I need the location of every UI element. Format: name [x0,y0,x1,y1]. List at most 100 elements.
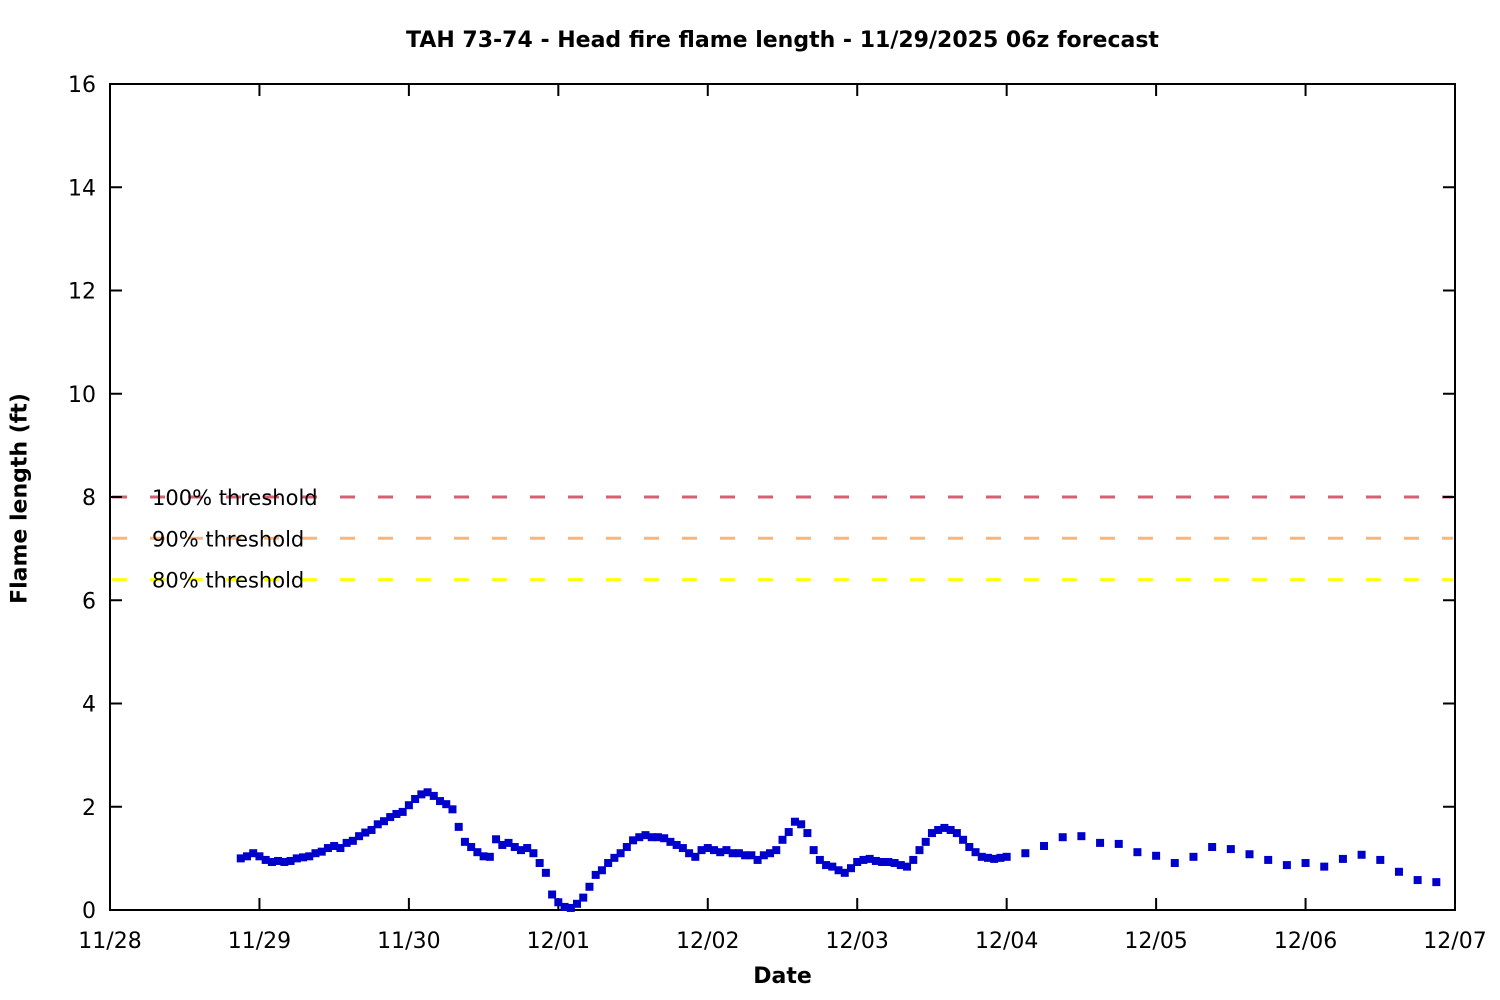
data-point [828,862,837,871]
x-tick-label: 12/01 [527,929,590,954]
data-point [1245,850,1254,859]
data-point [423,788,432,797]
data-point [473,848,482,857]
data-point [846,864,855,873]
data-point [236,854,245,863]
data-point [448,805,457,814]
data-point [815,855,824,864]
data-point [305,852,314,861]
data-point [436,797,445,806]
data-point [1133,848,1142,857]
data-point [1226,845,1235,854]
data-point [242,852,251,861]
data-point [1021,849,1030,858]
data-point [747,851,756,860]
data-point [323,844,332,853]
x-tick-label: 12/06 [1274,929,1337,954]
data-point [516,846,525,855]
data-point [647,833,656,842]
data-point [784,828,793,837]
data-point [392,809,401,818]
data-point [579,893,588,902]
y-tick-label: 12 [68,280,96,305]
data-point [797,820,806,829]
data-point [367,825,376,834]
data-point [548,890,557,899]
data-point [983,853,992,862]
data-point [510,843,519,852]
y-tick-label: 2 [82,796,96,821]
y-tick-label: 4 [82,693,96,718]
data-point [1320,862,1329,871]
data-point [249,849,258,858]
data-point [753,855,762,864]
data-point [1040,841,1049,850]
data-point [398,807,407,816]
data-point [840,868,849,877]
data-point [952,829,961,838]
data-point [653,833,662,842]
data-point [1077,832,1086,841]
data-point [660,834,669,843]
threshold-label: 100% threshold [152,486,318,510]
data-point [809,846,818,855]
data-point [379,817,388,826]
data-point [479,852,488,861]
y-tick-label: 10 [68,383,96,408]
data-point [274,856,283,865]
x-tick-label: 12/02 [676,929,739,954]
data-point [560,902,569,911]
data-point [261,855,270,864]
x-tick-label: 11/29 [228,929,291,954]
data-point [629,836,638,845]
data-point [492,835,501,844]
data-point [927,829,936,838]
x-tick-label: 12/04 [975,929,1038,954]
data-point [348,836,357,845]
data-point [342,838,351,847]
data-point [504,838,513,847]
data-point [267,857,276,866]
data-point [566,903,575,912]
data-point [255,852,264,861]
data-point [710,846,719,855]
data-point [610,853,619,862]
data-point [529,849,538,858]
x-tick-label: 12/05 [1124,929,1187,954]
data-point [859,855,868,864]
data-point [734,849,743,858]
data-point [386,813,395,822]
data-point [959,835,968,844]
data-point [1376,855,1385,864]
data-point [722,846,731,855]
data-point [573,899,582,908]
y-tick-label: 8 [82,486,96,511]
y-tick-label: 0 [82,899,96,924]
data-point [616,849,625,858]
data-point [417,790,426,799]
data-point [361,828,370,837]
data-point [940,823,949,832]
data-point [330,841,339,850]
data-point [535,859,544,868]
data-point [921,837,930,846]
data-point [317,847,326,856]
data-point [1413,876,1422,885]
data-point [996,853,1005,862]
data-point [373,820,382,829]
data-point [678,844,687,853]
data-point [411,795,420,804]
y-tick-label: 6 [82,589,96,614]
data-point [691,852,700,861]
data-point [442,800,451,809]
data-point [766,849,775,858]
data-point [685,849,694,858]
data-point [311,849,320,858]
data-point [778,835,787,844]
data-point [404,801,413,810]
data-point [946,825,955,834]
data-point [1002,852,1011,861]
data-point [585,882,594,891]
data-point [934,825,943,834]
